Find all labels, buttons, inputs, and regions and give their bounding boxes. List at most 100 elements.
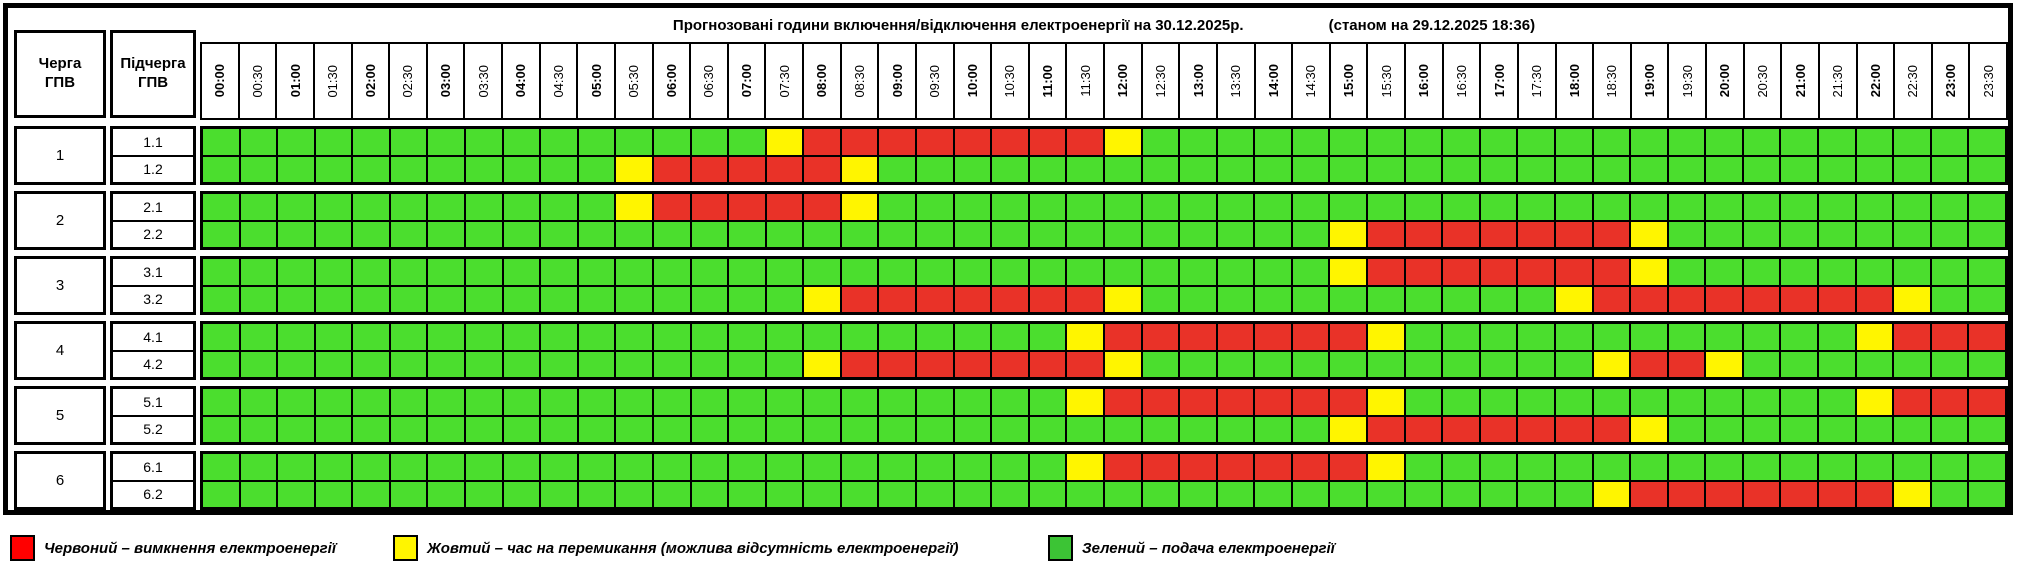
cell-3.1-22:30 (1894, 259, 1930, 285)
cell-1.2-00:00 (203, 156, 239, 182)
cell-2.2-09:30 (917, 221, 953, 247)
cell-1.1-12:30 (1142, 129, 1179, 155)
cell-1.1-16:30 (1443, 129, 1479, 155)
time-label: 07:30 (776, 64, 792, 98)
cell-6.2-10:30 (992, 481, 1028, 507)
cell-3.2-11:00 (1029, 286, 1066, 312)
cell-6.2-09:00 (879, 481, 916, 507)
cell-6.1-16:00 (1405, 454, 1442, 480)
cell-5.1-03:30 (466, 389, 502, 415)
cell-6.2-04:00 (503, 481, 540, 507)
cell-6.2-13:00 (1180, 481, 1216, 507)
time-col-00:30: 00:30 (239, 44, 276, 118)
cell-5.1-02:00 (353, 389, 389, 415)
cell-3.1-19:30 (1668, 259, 1705, 285)
cell-2.2-17:00 (1480, 221, 1517, 247)
time-label: 12:00 (1115, 64, 1131, 98)
cell-2.2-18:30 (1593, 221, 1630, 247)
cell-3.2-08:00 (804, 286, 840, 312)
cell-6.1-14:30 (1292, 454, 1329, 480)
cell-1.1-10:00 (954, 129, 991, 155)
time-label: 17:30 (1529, 64, 1545, 98)
cell-6.1-22:30 (1894, 454, 1930, 480)
cell-4.2-03:30 (466, 351, 502, 377)
cell-4.2-17:00 (1480, 351, 1517, 377)
cell-2.2-14:30 (1292, 221, 1329, 247)
cell-1.2-21:00 (1781, 156, 1818, 182)
time-label: 10:00 (964, 64, 980, 98)
cell-3.2-13:30 (1217, 286, 1254, 312)
cell-2.2-00:30 (240, 221, 277, 247)
subqueue-label-5.1: 5.1 (113, 389, 193, 417)
cell-3.1-23:00 (1931, 259, 1968, 285)
cell-6.2-21:30 (1819, 481, 1855, 507)
cell-2.1-16:00 (1405, 194, 1442, 220)
queue-group-4: 4 4.1 4.2 (8, 321, 2008, 380)
cell-5.2-17:30 (1518, 416, 1554, 442)
cell-5.1-18:30 (1593, 389, 1630, 415)
cell-2.1-07:00 (729, 194, 765, 220)
schedule-table-inner: Прогнозовані години включення/відключенн… (8, 8, 2008, 510)
cell-6.2-11:30 (1067, 481, 1103, 507)
cell-3.2-09:30 (917, 286, 953, 312)
cell-4.1-03:30 (466, 324, 502, 350)
cell-4.1-17:30 (1518, 324, 1554, 350)
cell-5.2-23:30 (1969, 416, 2005, 442)
cell-4.2-07:30 (766, 351, 803, 377)
cell-6.2-10:00 (954, 481, 991, 507)
cell-2.1-18:00 (1555, 194, 1592, 220)
time-label: 15:00 (1341, 64, 1357, 98)
cell-3.2-06:00 (653, 286, 690, 312)
cell-6.2-05:30 (616, 481, 652, 507)
cell-1.1-11:00 (1029, 129, 1066, 155)
cell-5.2-15:30 (1368, 416, 1404, 442)
cell-1.2-20:30 (1743, 156, 1780, 182)
cell-5.1-10:30 (992, 389, 1028, 415)
cell-4.1-00:30 (240, 324, 277, 350)
cell-3.1-09:30 (917, 259, 953, 285)
time-label: 00:30 (249, 64, 265, 98)
cell-4.1-01:30 (315, 324, 352, 350)
cell-5.2-10:00 (954, 416, 991, 442)
time-col-09:30: 09:30 (916, 44, 953, 118)
cell-5.2-21:00 (1781, 416, 1818, 442)
cell-3.2-17:00 (1480, 286, 1517, 312)
cell-4.2-18:00 (1555, 351, 1592, 377)
cell-5.1-17:30 (1518, 389, 1554, 415)
cell-4.2-03:00 (428, 351, 465, 377)
cell-1.1-15:30 (1368, 129, 1404, 155)
legend-swatch-yellow (393, 535, 418, 561)
cell-1.2-15:00 (1330, 156, 1367, 182)
cell-1.2-04:30 (541, 156, 577, 182)
time-label: 19:00 (1642, 64, 1658, 98)
cell-5.1-01:30 (315, 389, 352, 415)
cell-3.1-17:30 (1518, 259, 1554, 285)
time-label: 21:30 (1830, 64, 1846, 98)
cell-3.1-04:00 (503, 259, 540, 285)
cell-1.2-16:00 (1405, 156, 1442, 182)
cell-3.2-11:30 (1067, 286, 1103, 312)
time-col-02:00: 02:00 (352, 44, 389, 118)
time-label: 10:30 (1002, 64, 1018, 98)
cell-3.1-11:00 (1029, 259, 1066, 285)
cell-6.2-02:30 (390, 481, 427, 507)
cell-1.1-10:30 (992, 129, 1028, 155)
cell-1.1-01:00 (278, 129, 314, 155)
subqueue-label-1.1: 1.1 (113, 129, 193, 157)
cell-2.1-15:30 (1368, 194, 1404, 220)
cell-2.1-17:00 (1480, 194, 1517, 220)
cell-5.1-16:00 (1405, 389, 1442, 415)
cell-4.1-06:00 (653, 324, 690, 350)
time-col-14:00: 14:00 (1255, 44, 1292, 118)
time-label: 06:00 (663, 64, 679, 98)
cell-4.1-22:30 (1894, 324, 1930, 350)
time-col-12:30: 12:30 (1142, 44, 1179, 118)
time-label: 19:30 (1679, 64, 1695, 98)
cell-2.2-22:00 (1856, 221, 1893, 247)
cell-3.2-10:30 (992, 286, 1028, 312)
cell-2.1-14:00 (1255, 194, 1291, 220)
cell-3.2-23:00 (1931, 286, 1968, 312)
time-col-15:30: 15:30 (1368, 44, 1404, 118)
cell-3.1-11:30 (1067, 259, 1103, 285)
cell-5.2-03:30 (466, 416, 502, 442)
